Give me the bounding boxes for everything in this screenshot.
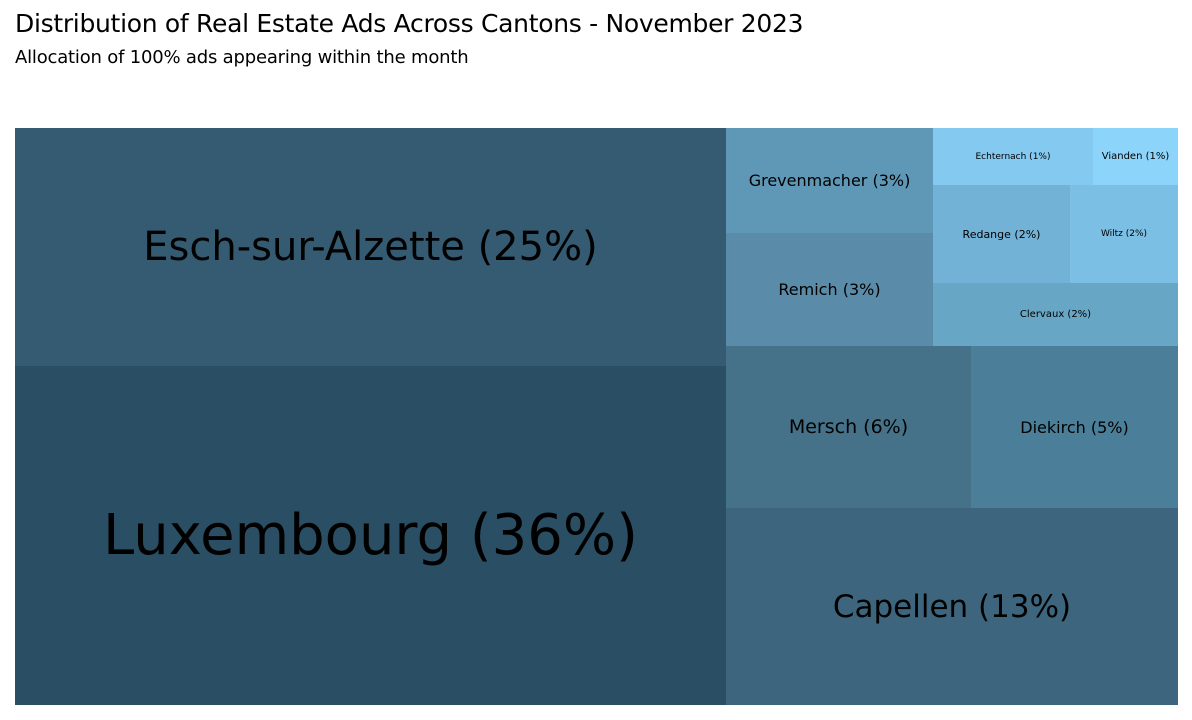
treemap-tile-luxembourg: Luxembourg (36%)	[15, 366, 726, 705]
treemap-tile-esch-sur-alzette: Esch-sur-Alzette (25%)	[15, 128, 726, 366]
treemap-label-remich: Remich (3%)	[778, 280, 881, 299]
treemap-label-echternach: Echternach (1%)	[975, 151, 1051, 162]
treemap-label-capellen: Capellen (13%)	[832, 588, 1072, 625]
treemap-label-vianden: Vianden (1%)	[1101, 151, 1170, 162]
treemap-tile-mersch: Mersch (6%)	[726, 346, 971, 508]
treemap-label-mersch: Mersch (6%)	[788, 416, 909, 438]
treemap-tile-capellen: Capellen (13%)	[726, 508, 1178, 705]
treemap-label-redange: Redange (2%)	[962, 227, 1041, 241]
treemap-tile-vianden: Vianden (1%)	[1093, 128, 1178, 185]
treemap-label-clervaux: Clervaux (2%)	[1019, 309, 1092, 320]
treemap-label-esch-sur-alzette: Esch-sur-Alzette (25%)	[143, 224, 598, 270]
treemap-label-luxembourg: Luxembourg (36%)	[103, 503, 638, 568]
treemap-tile-clervaux: Clervaux (2%)	[933, 283, 1178, 346]
chart-subtitle: Allocation of 100% ads appearing within …	[15, 47, 469, 68]
treemap-tile-remich: Remich (3%)	[726, 233, 933, 346]
treemap-tile-grevenmacher: Grevenmacher (3%)	[726, 128, 933, 233]
treemap-label-wiltz: Wiltz (2%)	[1100, 229, 1148, 239]
treemap-tile-diekirch: Diekirch (5%)	[971, 346, 1178, 508]
treemap-label-grevenmacher: Grevenmacher (3%)	[748, 171, 911, 190]
treemap-tile-echternach: Echternach (1%)	[933, 128, 1093, 185]
treemap-tile-redange: Redange (2%)	[933, 185, 1070, 283]
treemap-label-diekirch: Diekirch (5%)	[1020, 417, 1129, 437]
treemap-tile-wiltz: Wiltz (2%)	[1070, 185, 1178, 283]
chart-title: Distribution of Real Estate Ads Across C…	[15, 9, 804, 38]
treemap-chart: Esch-sur-Alzette (25%) Luxembourg (36%) Gr…	[15, 128, 1178, 705]
